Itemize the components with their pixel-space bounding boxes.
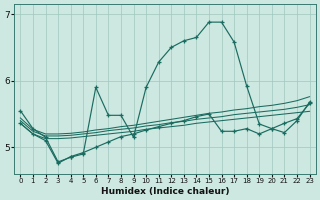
X-axis label: Humidex (Indice chaleur): Humidex (Indice chaleur): [101, 187, 229, 196]
